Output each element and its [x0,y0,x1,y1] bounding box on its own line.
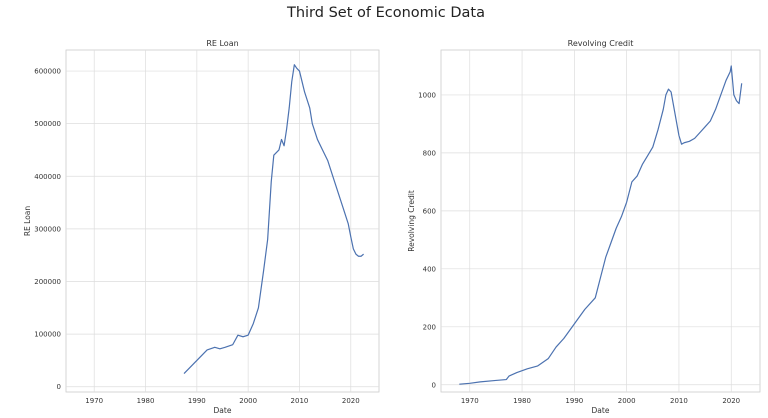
re-loan-x-tick-label: 1980 [137,397,155,405]
re-loan-plot-area [65,49,380,393]
re-loan-x-axis-label: Date [214,406,232,415]
revolving-credit-x-axis-label: Date [592,406,610,415]
revolving-credit-y-tick-label: 800 [423,149,436,157]
revolving-credit-y-tick-label: 1000 [418,91,436,99]
revolving-credit-subplot: 1970 1980 1990 2000 2010 2020 0 200 400 600 800 100… [407,39,761,415]
revolving-credit-plot-title: Revolving Credit [568,39,634,48]
revolving-credit-x-tick-label: 2000 [618,397,636,405]
re-loan-x-tick-label: 1990 [188,397,206,405]
revolving-credit-x-tick-label: 1990 [565,397,583,405]
re-loan-plot-title: RE Loan [206,39,238,48]
re-loan-y-tick-label: 600000 [34,68,61,76]
re-loan-y-tick-label: 100000 [34,331,61,339]
re-loan-y-axis-label: RE Loan [23,206,32,237]
re-loan-y-tick-label: 400000 [34,173,61,181]
revolving-credit-x-tick-label: 1970 [461,397,479,405]
revolving-credit-y-tick-label: 0 [432,381,436,389]
revolving-credit-y-tick-label: 600 [423,207,436,215]
re-loan-y-tick-label: 300000 [34,225,61,233]
figure-title: Third Set of Economic Data [286,5,485,21]
re-loan-series-line [183,64,364,374]
re-loan-y-tick-label: 200000 [34,278,61,286]
revolving-credit-y-tick-label: 400 [423,265,436,273]
re-loan-x-tick-label: 2000 [239,397,257,405]
revolving-credit-plot-area [440,49,761,393]
re-loan-x-tick-label: 2010 [291,397,309,405]
revolving-credit-series-line [459,65,743,385]
revolving-credit-y-tick-label: 200 [423,323,436,331]
re-loan-x-tick-label: 2020 [342,397,360,405]
revolving-credit-x-tick-label: 1980 [513,397,531,405]
re-loan-x-tick-label: 1970 [85,397,103,405]
re-loan-y-tick-label: 500000 [34,120,61,128]
revolving-credit-y-axis-label: Revolving Credit [407,190,416,252]
revolving-credit-x-tick-label: 2010 [670,397,688,405]
re-loan-subplot: 1970 1980 1990 2000 2010 2020 0 100000 200000 300… [23,39,380,415]
revolving-credit-x-tick-label: 2020 [722,397,740,405]
re-loan-y-tick-label: 0 [57,383,61,391]
